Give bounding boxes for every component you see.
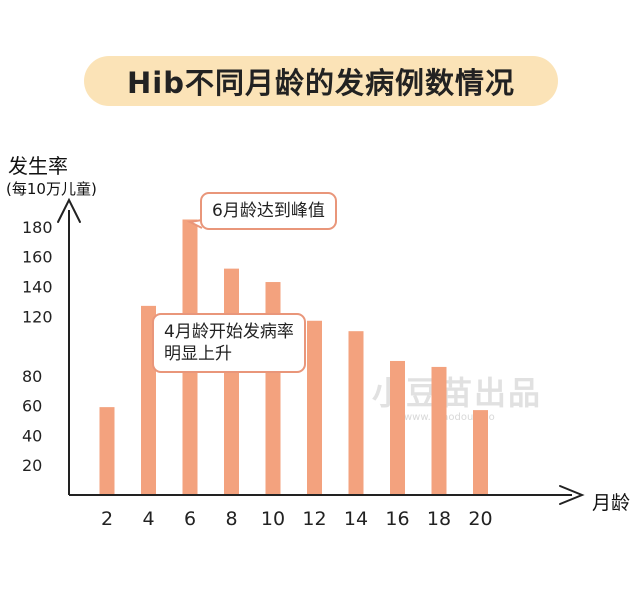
bar-14 — [348, 331, 364, 495]
y-tick-label: 40 — [22, 426, 42, 445]
bar-16 — [390, 360, 405, 495]
x-axis-label: 月龄 — [592, 492, 631, 514]
x-ticks-group: 2 4 6 8 10 12 14 16 18 20 — [101, 508, 493, 530]
x-tick-label: 14 — [344, 508, 368, 530]
y-ticks-group: 20 40 60 80 120 140 160 180 — [22, 218, 53, 475]
y-tick-label: 80 — [22, 367, 42, 386]
chart-title: Hib不同月龄的发病例数情况 — [127, 66, 515, 100]
bar-2 — [99, 407, 115, 495]
y-axis-arrow — [57, 197, 81, 223]
y-tick-label: 180 — [22, 218, 53, 237]
watermark-sub: www.ixiaodouniao — [404, 412, 495, 423]
callout-pointer — [186, 219, 203, 229]
y-tick-label: 60 — [22, 397, 42, 416]
annotation-peak: 6月龄达到峰值 — [200, 192, 337, 230]
title-banner: Hib不同月龄的发病例数情况 — [84, 56, 558, 106]
x-tick-label: 4 — [142, 508, 154, 530]
x-tick-label: 2 — [101, 508, 113, 530]
y-tick-label: 120 — [22, 307, 53, 326]
y-axis-unit: (每10万儿童) — [6, 180, 97, 198]
annotation-rise: 4月龄开始发病率明显上升 — [152, 313, 306, 373]
x-axis-arrow — [559, 485, 585, 505]
x-tick-label: 10 — [261, 508, 285, 530]
y-tick-label: 20 — [22, 456, 42, 475]
x-tick-label: 18 — [427, 508, 451, 530]
bar-20 — [473, 410, 488, 495]
y-axis-label: 发生率 — [8, 154, 68, 178]
bar-18 — [431, 366, 447, 495]
bar-12 — [307, 320, 322, 495]
bar-8 — [224, 268, 239, 495]
x-tick-label: 16 — [385, 508, 409, 530]
x-tick-label: 8 — [225, 508, 237, 530]
y-tick-label: 140 — [22, 278, 53, 297]
x-tick-label: 20 — [468, 508, 492, 530]
x-tick-label: 12 — [302, 508, 326, 530]
y-tick-label: 160 — [22, 248, 53, 267]
x-tick-label: 6 — [184, 508, 196, 530]
